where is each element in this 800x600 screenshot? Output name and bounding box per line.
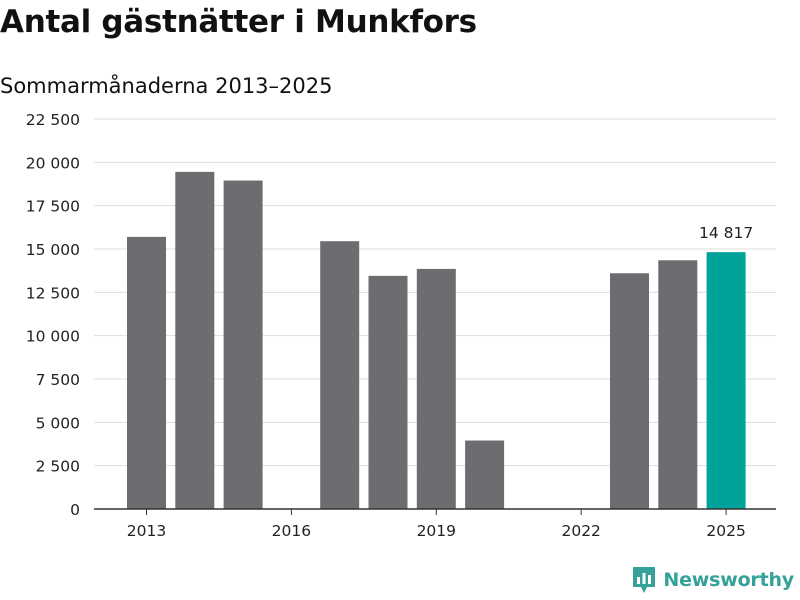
newsworthy-logo-icon [633,567,656,593]
y-tick-label: 20 000 [26,154,80,172]
y-tick-label: 10 000 [26,328,80,346]
bar-2015 [223,180,263,510]
bar-2019 [416,268,456,509]
y-tick-label: 7 500 [36,371,80,389]
brand-logo: Newsworthy [631,562,794,598]
y-tick-label: 12 500 [26,284,80,302]
y-tick-label: 0 [70,501,80,519]
x-tick-label: 2016 [272,522,311,540]
y-tick-label: 5 000 [36,414,80,432]
data-label: 14 817 [699,224,753,242]
x-tick-label: 2025 [706,522,745,540]
bar-2020 [465,440,505,509]
y-tick-label: 22 500 [26,111,80,129]
x-tick-label: 2022 [561,522,600,540]
bar-2013 [127,236,166,509]
y-tick-label: 17 500 [26,198,80,216]
x-tick-label: 2013 [127,522,166,540]
bar-2024 [658,260,698,509]
chart-subtitle: Sommarmånaderna 2013–2025 [0,74,333,98]
y-tick-label: 15 000 [26,241,80,259]
brand-name: Newsworthy [663,569,794,591]
x-tick-label: 2019 [417,522,456,540]
chart-title: Antal gästnätter i Munkfors [0,4,477,40]
bar-2017 [320,241,360,509]
bar-2025 [706,252,746,509]
bar-2014 [175,171,215,509]
y-tick-label: 2 500 [36,458,80,476]
bar-2023 [610,273,649,509]
bar-2018 [368,275,408,509]
